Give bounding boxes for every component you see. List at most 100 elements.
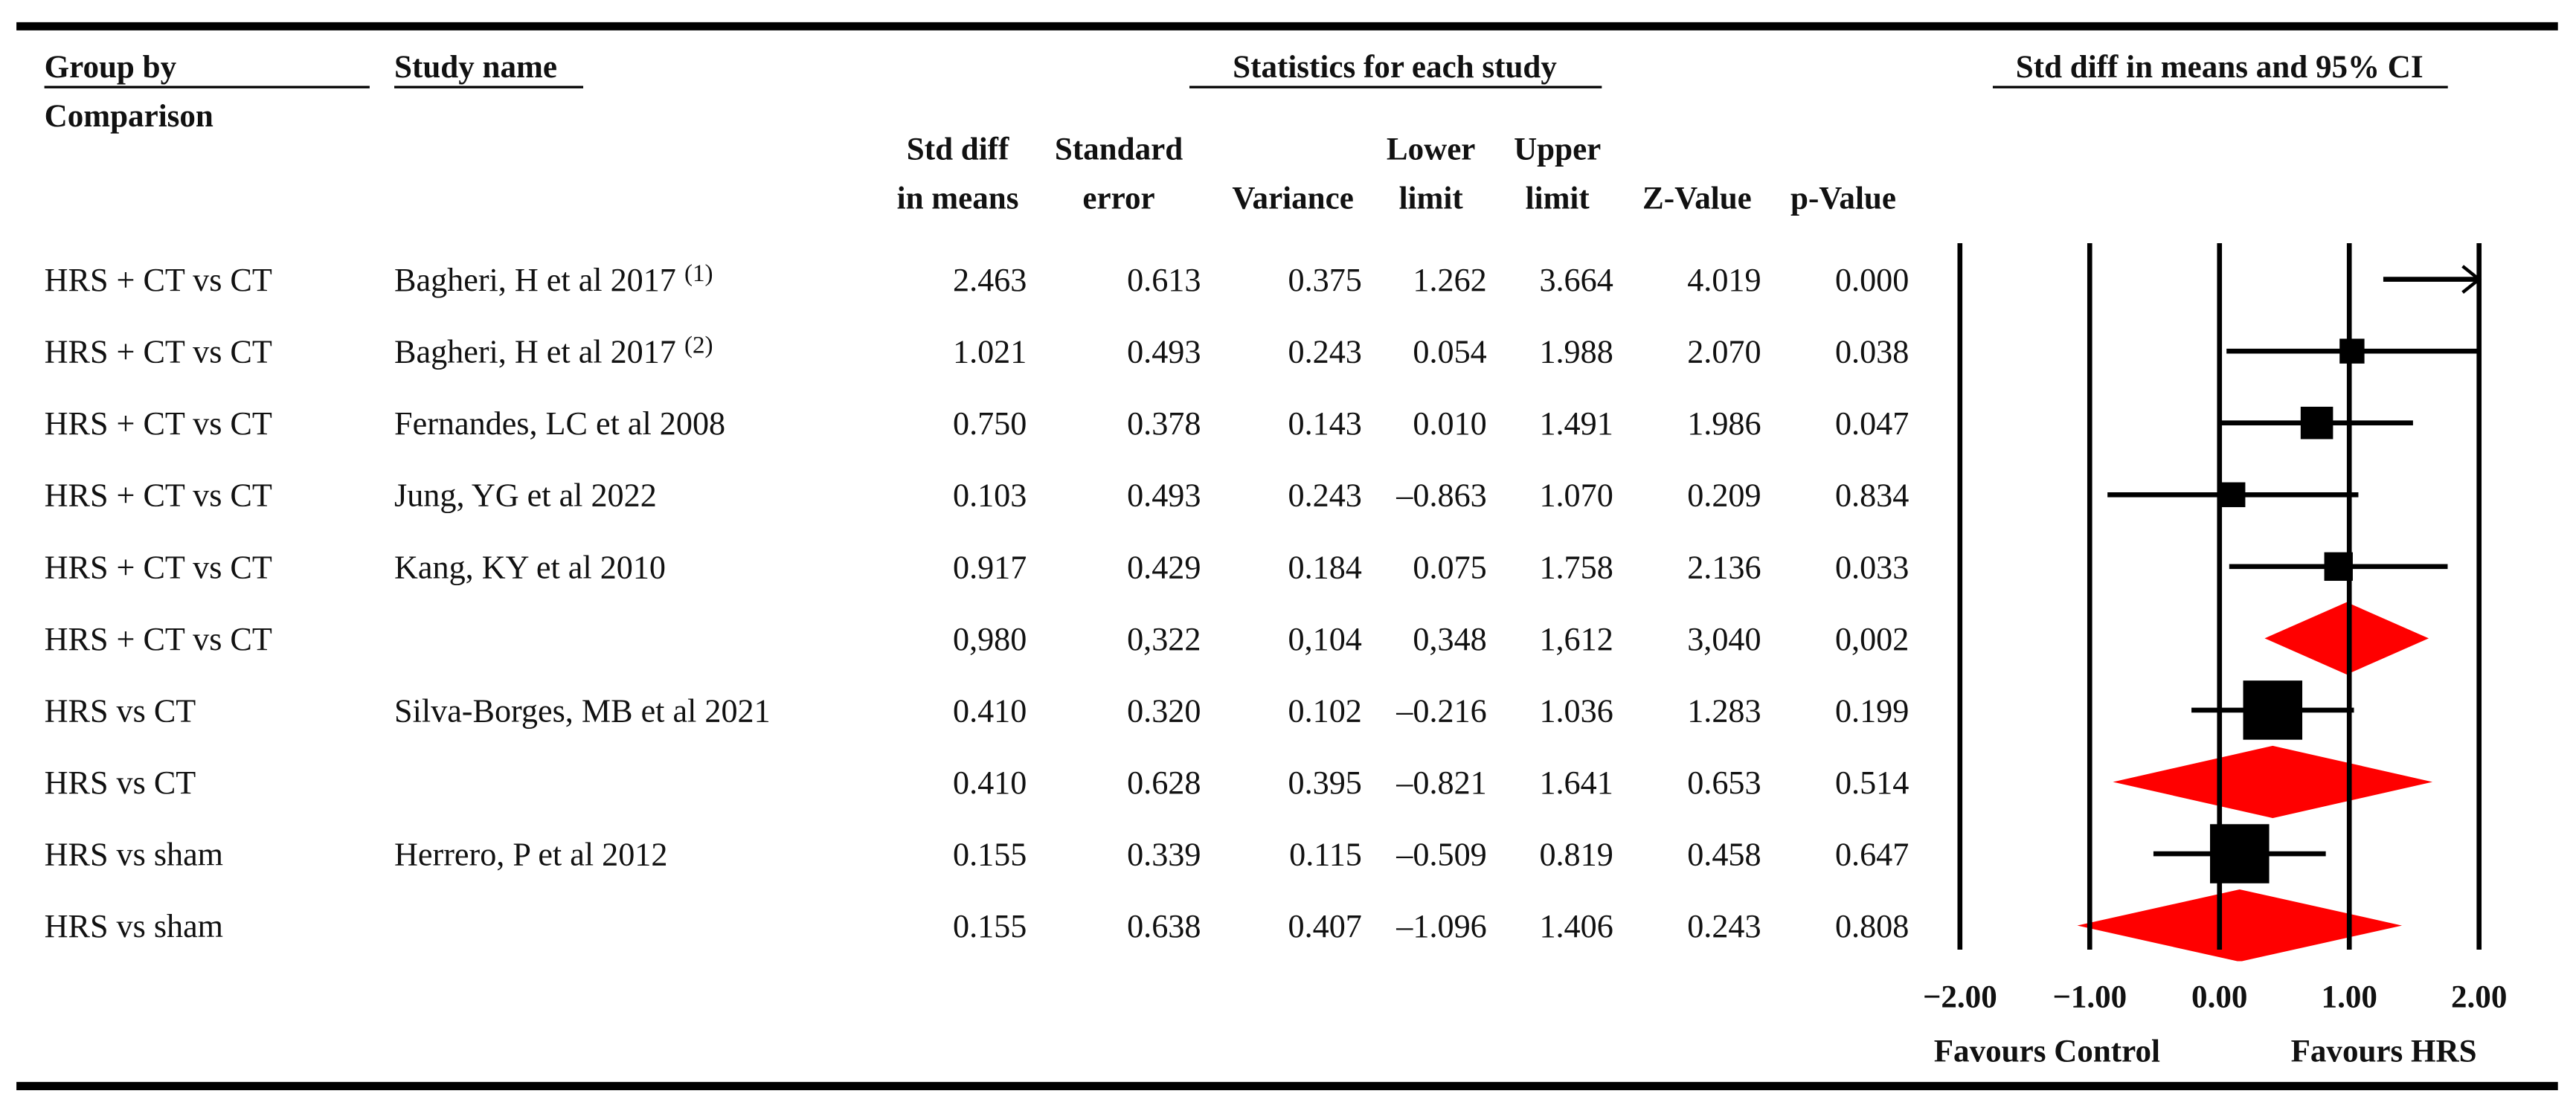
value-cell: 1.070 [1539, 477, 1613, 514]
value-cell: 0.184 [1288, 549, 1362, 585]
value-cell: –0.216 [1395, 692, 1486, 729]
column-header: p-Value [1790, 181, 1896, 216]
value-cell: 0.038 [1835, 334, 1909, 370]
value-cell: 2.070 [1687, 334, 1761, 370]
study-cell: Jung, YG et al 2022 [394, 477, 657, 514]
study-cell: Kang, KY et al 2010 [394, 549, 666, 585]
value-cell: 0.493 [1127, 334, 1201, 370]
study-cell: Bagheri, H et al 2017 (1) [394, 260, 713, 298]
group-cell: HRS + CT vs CT [45, 477, 272, 514]
column-header: in means [897, 181, 1019, 216]
summary-diamond [2077, 889, 2403, 962]
study-name: Fernandes, LC et al 2008 [394, 405, 725, 442]
value-cell: 1.988 [1539, 334, 1613, 370]
value-cell: 0.647 [1835, 836, 1909, 872]
x-axis-label-right: Favours HRS [2291, 1034, 2477, 1069]
study-name: Herrero, P et al 2012 [394, 836, 667, 872]
value-cell: –1.096 [1395, 908, 1486, 944]
value-cell: 0.143 [1288, 405, 1362, 442]
value-cell: 1.491 [1539, 405, 1613, 442]
plot-area [2077, 269, 2549, 962]
column-header: Z-Value [1642, 181, 1752, 216]
study-marker [2529, 269, 2549, 289]
value-cell: 0.750 [953, 405, 1027, 442]
group-cell: HRS + CT vs CT [45, 405, 272, 442]
study-name: Kang, KY et al 2010 [394, 549, 666, 585]
value-cell: 0.429 [1127, 549, 1201, 585]
value-cell: 0.155 [953, 836, 1027, 872]
value-cell: 0.000 [1835, 262, 1909, 298]
value-cell: 1.986 [1687, 405, 1761, 442]
value-cell: 0.320 [1127, 692, 1201, 729]
column-header: Upper [1514, 132, 1601, 167]
x-tick-label: 2.00 [2451, 979, 2507, 1014]
value-cell: 0,980 [953, 621, 1027, 657]
value-cell: –0.821 [1395, 764, 1486, 801]
value-cell: 0.819 [1539, 836, 1613, 872]
value-cell: 0.493 [1127, 477, 1201, 514]
x-tick-label: −2.00 [1923, 979, 1997, 1014]
value-cell: 0.834 [1835, 477, 1909, 514]
value-cell: 2.463 [953, 262, 1027, 298]
study-cell: Bagheri, H et al 2017 (2) [394, 331, 713, 370]
value-cell: 0.375 [1288, 262, 1362, 298]
value-cell: 0.407 [1288, 908, 1362, 944]
group-cell: HRS + CT vs CT [45, 334, 272, 370]
value-cell: 0.638 [1127, 908, 1201, 944]
value-cell: 2.136 [1687, 549, 1761, 585]
value-cell: 0.395 [1288, 764, 1362, 801]
ci-arrow [2461, 265, 2482, 294]
value-cell: 0.155 [953, 908, 1027, 944]
group-header: Comparison [45, 99, 213, 134]
column-header: Std diff [907, 132, 1009, 167]
value-cell: 0.033 [1835, 549, 1909, 585]
group-cell: HRS + CT vs CT [45, 621, 272, 657]
value-cell: 0.808 [1835, 908, 1909, 944]
study-cell: Silva-Borges, MB et al 2021 [394, 692, 771, 729]
value-cell: 0.917 [953, 549, 1027, 585]
group-cell: HRS + CT vs CT [45, 549, 272, 585]
study-marker [2243, 680, 2303, 740]
value-cell: 1.406 [1539, 908, 1613, 944]
value-cell: 0.378 [1127, 405, 1201, 442]
plot-header: Std diff in means and 95% CI [2016, 50, 2424, 85]
study-marker [2220, 482, 2246, 507]
value-cell: 0,322 [1127, 621, 1201, 657]
value-cell: –0.863 [1395, 477, 1486, 514]
x-tick-label: 1.00 [2322, 979, 2377, 1014]
study-marker [2339, 338, 2365, 364]
value-cell: 0.410 [953, 692, 1027, 729]
value-cell: 1.262 [1413, 262, 1486, 298]
value-cell: 0.613 [1127, 262, 1201, 298]
column-header: Lower [1387, 132, 1476, 167]
value-cell: 1.021 [953, 334, 1027, 370]
value-cell: 1.758 [1539, 549, 1613, 585]
value-cell: 0.653 [1687, 764, 1761, 801]
study-name: Bagheri, H et al 2017 [394, 262, 676, 298]
value-cell: 0.199 [1835, 692, 1909, 729]
value-cell: 0.410 [953, 764, 1027, 801]
summary-diamond [2264, 602, 2429, 674]
study-header: Study name [394, 50, 557, 85]
column-header: limit [1399, 181, 1464, 216]
column-header: error [1082, 181, 1154, 216]
value-cell: 0,104 [1288, 621, 1362, 657]
study-cell: Fernandes, LC et al 2008 [394, 405, 725, 442]
study-name: Silva-Borges, MB et al 2021 [394, 692, 771, 729]
group-cell: HRS vs sham [45, 836, 223, 872]
column-header: Standard [1055, 132, 1183, 167]
value-cell: 0.102 [1288, 692, 1362, 729]
value-cell: 0.514 [1835, 764, 1909, 801]
value-cell: 0.243 [1288, 477, 1362, 514]
value-cell: 0,348 [1413, 621, 1486, 657]
study-name: Jung, YG et al 2022 [394, 477, 657, 514]
column-header: Variance [1232, 181, 1353, 216]
group-cell: HRS vs CT [45, 692, 196, 729]
study-note: (2) [684, 331, 713, 358]
summary-diamond [2113, 745, 2433, 819]
value-cell: 1.641 [1539, 764, 1613, 801]
group-cell: HRS + CT vs CT [45, 262, 272, 298]
study-cell: Herrero, P et al 2012 [394, 836, 667, 872]
value-cell: 0.628 [1127, 764, 1201, 801]
